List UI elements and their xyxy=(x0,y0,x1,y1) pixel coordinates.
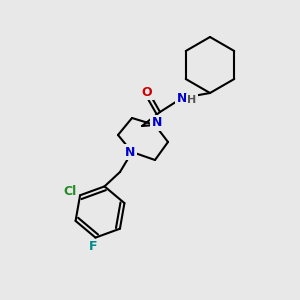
Text: N: N xyxy=(177,92,187,104)
Text: N: N xyxy=(152,116,162,130)
Text: F: F xyxy=(89,240,98,253)
Text: N: N xyxy=(125,146,135,158)
Text: H: H xyxy=(188,95,196,105)
Text: O: O xyxy=(142,85,152,98)
Text: Cl: Cl xyxy=(64,185,77,198)
